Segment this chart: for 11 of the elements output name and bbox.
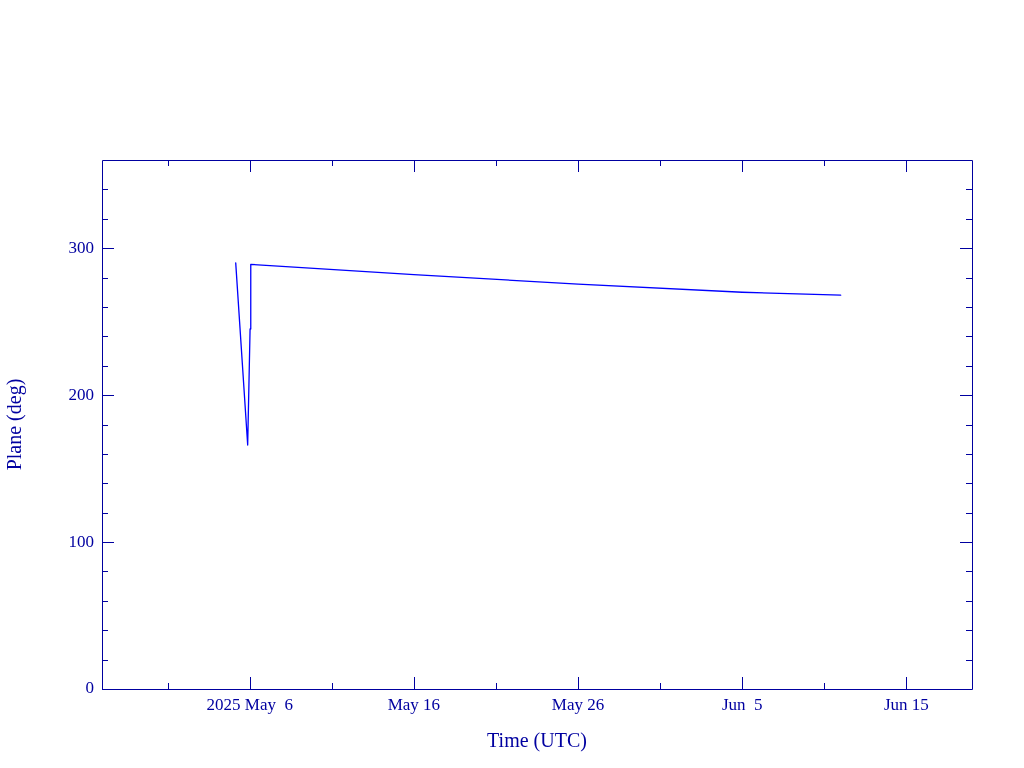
x-tick-label: Jun 15: [883, 694, 929, 714]
x-tick-label: May 16: [387, 694, 441, 714]
y-axis-title: Plane (deg): [3, 378, 27, 471]
y-tick-label: 0: [85, 678, 94, 698]
y-tick-label: 300: [68, 237, 94, 257]
x-tick-label: May 26: [551, 694, 605, 714]
x-axis-title: Time (UTC): [487, 729, 587, 753]
x-tick-label: 2025 May 6: [206, 694, 293, 714]
x-tick-label: Jun 5: [721, 694, 763, 714]
y-tick-label: 200: [68, 384, 94, 404]
y-tick-label: 100: [68, 531, 94, 551]
